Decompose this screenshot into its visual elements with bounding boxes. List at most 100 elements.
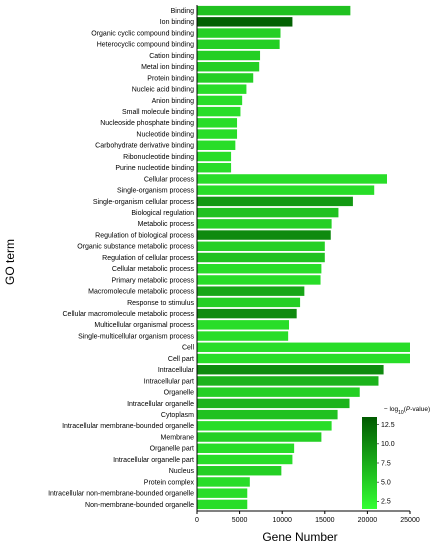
bar — [197, 207, 339, 218]
category-label: Cell — [182, 345, 195, 352]
category-label: Cation binding — [149, 53, 194, 60]
category-label: Cell part — [168, 356, 194, 363]
category-label: Anion binding — [152, 98, 195, 105]
bar — [197, 241, 325, 251]
bar — [197, 477, 250, 487]
legend-title: − log10(P-value) — [384, 406, 430, 416]
bar — [197, 50, 261, 61]
bar — [197, 320, 290, 330]
x-axis: 0 5000 10000 15000 20000 25000 — [195, 510, 420, 524]
bar — [197, 163, 232, 173]
category-label: Organic cyclic compound binding — [91, 30, 194, 37]
category-label: Protein complex — [144, 479, 195, 486]
category-label: Heterocyclic compound binding — [97, 42, 194, 49]
category-label: Organelle — [164, 390, 194, 397]
bar — [197, 73, 254, 83]
bar — [197, 331, 289, 341]
bar — [197, 275, 321, 285]
bar — [197, 432, 322, 442]
category-label: Nucleoside phosphate binding — [100, 120, 194, 127]
x-axis-title: Gene Number — [262, 530, 337, 544]
category-label: Regulation of biological process — [95, 232, 194, 239]
category-label: Cellular process — [144, 176, 195, 183]
bar — [197, 151, 232, 162]
category-label: Purine nucleotide binding — [115, 165, 194, 172]
category-label: Multicellular organismal process — [94, 322, 194, 329]
x-tick-label: 0 — [195, 517, 199, 524]
category-label: Single-multicellular organism process — [78, 333, 194, 340]
x-tick-label: 10000 — [272, 517, 292, 524]
bar — [197, 28, 281, 38]
bar — [197, 342, 410, 352]
color-legend: − log10(P-value) 2.5 5.0 7.5 10.0 12.5 — [362, 406, 430, 509]
bar — [197, 286, 305, 296]
bar — [197, 466, 282, 476]
legend-tick-label: 2.5 — [381, 499, 391, 506]
bar — [197, 219, 332, 229]
bar — [197, 17, 293, 27]
bar — [197, 308, 297, 319]
bar — [197, 376, 379, 386]
category-label: Cellular metabolic process — [112, 266, 195, 273]
legend-tick-label: 5.0 — [381, 480, 391, 487]
category-label: Macromolecule metabolic process — [88, 289, 194, 296]
category-label: Intracellular — [158, 367, 195, 374]
bar — [197, 421, 332, 431]
bar — [197, 106, 241, 117]
bar — [197, 387, 360, 397]
category-label: Nucleic acid binding — [132, 87, 194, 94]
bar — [197, 488, 248, 498]
category-label: Organic substance metabolic process — [77, 244, 194, 251]
legend-tick-label: 7.5 — [381, 460, 391, 467]
y-axis-title: GO term — [3, 239, 17, 285]
bar — [197, 84, 247, 94]
bar — [197, 129, 238, 139]
category-label: Intracellular organelle — [127, 401, 194, 408]
category-label: Single-organism cellular process — [93, 199, 195, 206]
category-label: Small molecule binding — [122, 109, 194, 116]
x-tick-label: 5000 — [232, 517, 248, 524]
bar — [197, 499, 248, 510]
x-tick-label: 25000 — [400, 517, 420, 524]
category-label: Regulation of cellular process — [102, 255, 194, 262]
category-label: Nucleus — [169, 468, 195, 475]
legend-colorbar — [362, 417, 377, 509]
bar — [197, 5, 351, 16]
legend-tick-label: 12.5 — [381, 422, 395, 429]
category-label: Binding — [171, 8, 194, 15]
bar — [197, 409, 338, 420]
x-tick-label: 20000 — [358, 517, 378, 524]
category-label: Organelle part — [150, 446, 194, 453]
bar — [197, 264, 322, 274]
bar — [197, 398, 350, 409]
bar — [197, 185, 375, 195]
bar — [197, 118, 238, 128]
bar — [197, 174, 387, 184]
x-tick-label: 15000 — [315, 517, 335, 524]
category-label: Protein binding — [147, 75, 194, 82]
bar — [197, 95, 243, 106]
category-label: Non-membrane-bounded organelle — [85, 502, 194, 509]
category-label: Cellular macromolecule metabolic process — [63, 311, 195, 318]
category-label: Metabolic process — [138, 221, 195, 228]
legend-tick-label: 10.0 — [381, 441, 395, 448]
category-label: Membrane — [161, 434, 195, 441]
category-label: Biological regulation — [131, 210, 194, 217]
bar — [197, 62, 260, 72]
category-label: Primary metabolic process — [112, 277, 195, 284]
bar — [197, 252, 325, 263]
category-label: Intracellular organelle part — [113, 457, 194, 464]
category-label: Carbohydrate derivative binding — [95, 143, 194, 150]
category-label: Single-organism process — [117, 188, 195, 195]
category-label: Intracellular part — [144, 378, 194, 385]
category-label: Ribonucleotide binding — [123, 154, 194, 161]
bar — [197, 443, 295, 453]
category-label: Nucleotide binding — [136, 131, 194, 138]
category-label: Intracellular non-membrane-bounded organ… — [48, 491, 194, 498]
bars-group — [197, 5, 410, 510]
bar — [197, 140, 236, 150]
bar — [197, 196, 353, 207]
category-label: Ion binding — [160, 19, 194, 26]
category-label: Intracellular membrane-bounded organelle — [62, 423, 194, 430]
